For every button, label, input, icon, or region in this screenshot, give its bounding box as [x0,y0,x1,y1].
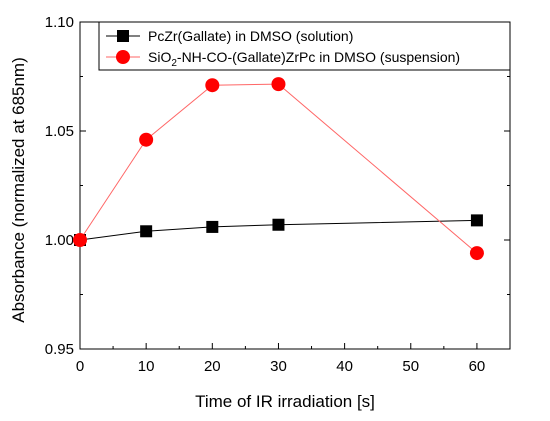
x-tick-label: 30 [270,358,287,375]
y-tick-label: 0.95 [45,341,74,358]
series-1 [74,214,483,246]
data-point [271,77,286,92]
legend-box [98,21,511,71]
data-point [140,225,153,238]
legend: PcZr(Gallate) in DMSO (solution) SiO2-NH… [98,21,511,71]
y-tick-label: 1.05 [45,123,74,140]
y-axis-label: Absorbance (normalized at 685nm) [9,57,28,323]
x-tick-label: 0 [76,358,84,375]
series-layer [73,77,484,261]
data-point [470,214,483,227]
x-tick-label: 10 [138,358,155,375]
x-tick-label: 50 [402,358,419,375]
x-tick-label: 60 [469,358,486,375]
data-point [469,246,484,261]
legend-label-2-part-b: -NH-CO-(Gallate)ZrPc in DMSO (suspension… [177,49,460,65]
plot-border [79,21,511,350]
legend-label-2: SiO2-NH-CO-(Gallate)ZrPc in DMSO (suspen… [148,49,460,69]
data-point [205,78,220,93]
legend-marker-2 [116,50,130,64]
data-point [206,220,219,233]
y-tick-label: 1.10 [45,14,74,31]
legend-label-2-subscript: 2 [171,58,177,69]
y-tick-label: 1.00 [45,232,74,249]
legend-label-1: PcZr(Gallate) in DMSO (solution) [148,28,353,44]
data-point [139,132,154,147]
legend-marker-1 [117,30,129,42]
legend-label-2-part-a: SiO [148,49,171,65]
x-axis: 0 10 20 30 40 50 60 [76,22,485,375]
data-point [73,233,87,247]
x-axis-label: Time of IR irradiation [s] [195,392,375,411]
x-tick-label: 20 [204,358,221,375]
plot-area [79,21,511,350]
data-point [272,218,285,231]
series-2 [73,77,484,261]
x-tick-label: 40 [336,358,353,375]
